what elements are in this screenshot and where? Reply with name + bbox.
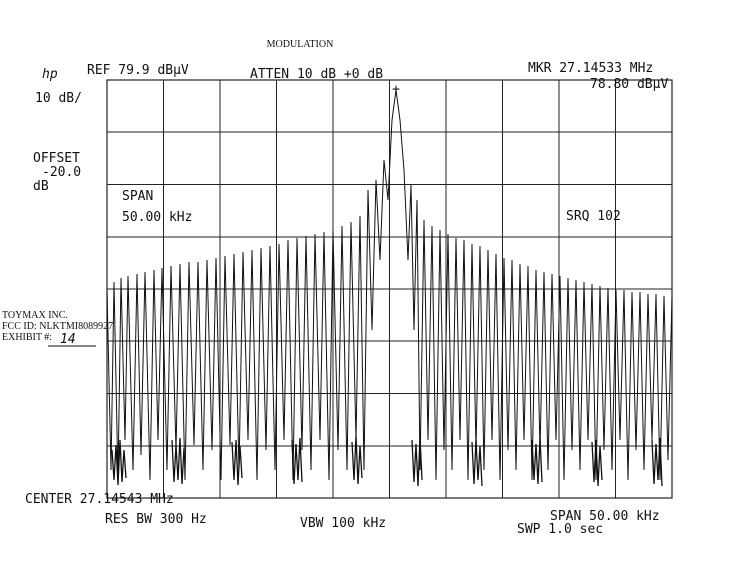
plot-title: MODULATION: [267, 39, 334, 50]
attenuation: ATTEN 10 dB +0 dB: [250, 67, 383, 82]
span-label: SPAN: [122, 189, 153, 204]
center-frequency: CENTER 27.14543 MHz: [25, 492, 174, 507]
span-setting: SPAN 50.00 kHz: [550, 509, 660, 524]
sweep-time: SWP 1.0 sec: [517, 522, 603, 537]
offset-value: -20.0: [42, 165, 81, 180]
marker-frequency: MKR 27.14533 MHz: [528, 61, 653, 76]
reference-level: REF 79.9 dBµV: [87, 63, 189, 78]
offset-unit: dB: [33, 179, 49, 194]
stamp-fcc-id: FCC ID: NLKTMI8089927: [2, 321, 113, 332]
spectrum-trace: [106, 89, 673, 481]
stamp-exhibit-label: EXHIBIT #:: [2, 332, 52, 343]
resolution-bandwidth: RES BW 300 Hz: [105, 512, 207, 527]
marker-level: 78.80 dBµV: [590, 77, 668, 92]
srq: SRQ 102: [566, 209, 621, 224]
span-value: 50.00 kHz: [122, 210, 192, 225]
marker-symbol: +: [392, 82, 400, 97]
noise-floor: [111, 435, 663, 487]
stamp-exhibit-number: 14: [60, 332, 76, 347]
scale-label: 10 dB/: [35, 91, 82, 106]
stamp-company: TOYMAX INC.: [2, 310, 68, 321]
offset-label: OFFSET: [33, 151, 80, 166]
video-bandwidth: VBW 100 kHz: [300, 516, 386, 531]
graticule: [106, 79, 673, 499]
logo: hp: [42, 67, 58, 82]
